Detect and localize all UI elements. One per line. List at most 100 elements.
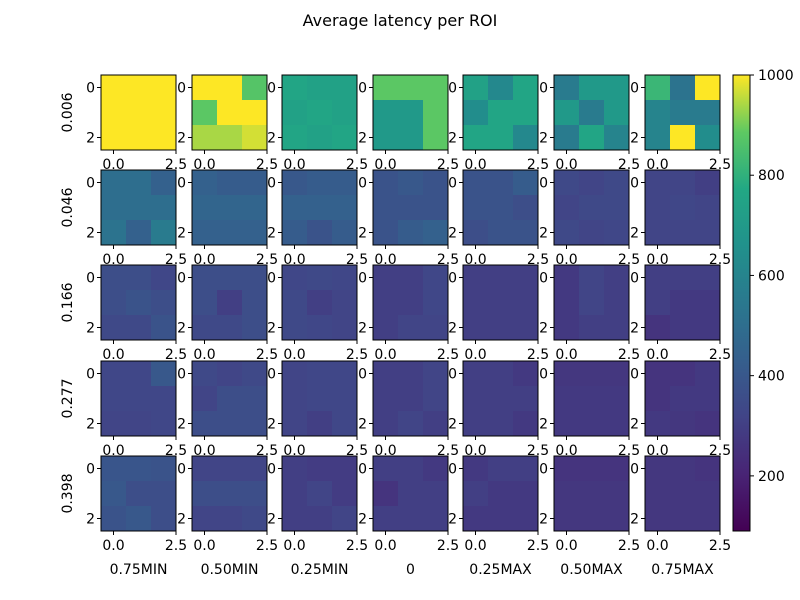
heatmap-cell [101,411,127,437]
x-tick-label: 0.0 [193,347,215,363]
heatmap-cell [332,315,358,341]
heatmap-cell [101,75,127,101]
y-tick-label: 2 [267,512,276,528]
heatmap-cell [151,411,177,437]
heatmap-cell [192,195,218,221]
panel-frame [191,169,268,246]
y-tick-label: 0 [630,462,639,478]
heatmap-cell [307,361,333,387]
heatmap-cell [695,125,721,151]
heatmap-cell [192,75,218,101]
heatmap-cell [423,481,449,507]
heatmap-cell [579,411,605,437]
heatmap-cell [645,170,671,196]
heatmap-cell [373,220,399,246]
heatmap-cell [192,125,218,151]
y-tick-label: 2 [177,226,186,242]
heatmap-cell [488,75,514,101]
y-tick-label: 0 [267,367,276,383]
y-tick-label: 0 [86,176,95,192]
heatmap-cell [242,481,268,507]
column-label: 0.75MAX [651,562,714,578]
heatmap-cell [670,386,696,412]
heatmap-cell [488,361,514,387]
y-tick-label: 0 [448,271,457,287]
heatmap-cell [423,456,449,482]
heatmap-cell [282,75,308,101]
y-tick-label: 2 [630,512,639,528]
heatmap-cell [151,125,177,151]
heatmap-cell [488,315,514,341]
heatmap-cell [513,170,539,196]
y-tick-label: 2 [539,131,548,147]
heatmap-cell [307,100,333,126]
x-tick-label: 0.0 [374,538,396,554]
heatmap-cell [373,315,399,341]
heatmap-cell [513,456,539,482]
heatmap-cell [463,265,489,291]
heatmap-cell [217,506,243,532]
column-label: 0.50MAX [560,562,623,578]
heatmap-cell [695,411,721,437]
panel-frame [191,74,268,151]
heatmap-cell [695,265,721,291]
heatmap-cell [242,361,268,387]
heatmap-cell [513,195,539,221]
y-tick-label: 2 [86,512,95,528]
heatmap-cell [101,125,127,151]
heatmap-cell [126,100,152,126]
heatmap-cell [282,506,308,532]
heatmap-cell [423,195,449,221]
heatmap-cell [579,456,605,482]
heatmap-cell [604,290,630,316]
heatmap-cell [282,456,308,482]
heatmap-cell [282,315,308,341]
heatmap-panel-r1-c5: 0 2 0.0 2.5 [539,169,640,268]
heatmap-cell [604,411,630,437]
heatmap-cell [513,290,539,316]
heatmap-cell [670,361,696,387]
x-tick-label: 0.0 [464,157,486,173]
heatmap-cell [463,220,489,246]
heatmap-cell [645,386,671,412]
heatmap-cell [670,100,696,126]
heatmap-cell [307,220,333,246]
heatmap-cell [695,481,721,507]
heatmap-cell [645,411,671,437]
heatmap-cell [398,481,424,507]
panel-frame [462,74,539,151]
heatmap-cell [332,220,358,246]
x-tick-label: 0.0 [102,347,124,363]
panel-frame [372,455,449,532]
heatmap-cell [217,411,243,437]
x-tick-label: 2.5 [256,538,278,554]
panel-frame [100,169,177,246]
heatmap-panel-r1-c3: 0 2 0.0 2.5 [358,169,459,268]
y-tick-label: 0 [448,176,457,192]
heatmap-cell [513,506,539,532]
heatmap-cell [423,386,449,412]
heatmap-cell [307,170,333,196]
heatmap-cell [645,125,671,151]
y-tick-label: 2 [86,131,95,147]
x-tick-label: 2.5 [618,252,640,268]
heatmap-cell [217,220,243,246]
heatmap-cell [398,361,424,387]
heatmap-cell [695,220,721,246]
x-tick-label: 2.5 [709,157,731,173]
panel-frame [553,455,630,532]
y-tick-label: 0 [177,462,186,478]
heatmap-cell [579,125,605,151]
heatmap-cell [126,506,152,532]
panel-frame [191,360,268,437]
heatmap-cell [307,265,333,291]
heatmap-cell [695,100,721,126]
heatmap-cell [332,170,358,196]
heatmap-cell [513,100,539,126]
heatmap-cell [695,75,721,101]
heatmap-cell [242,265,268,291]
heatmap-cell [242,125,268,151]
heatmap-cell [463,195,489,221]
heatmap-cell [398,125,424,151]
heatmap-cell [151,75,177,101]
